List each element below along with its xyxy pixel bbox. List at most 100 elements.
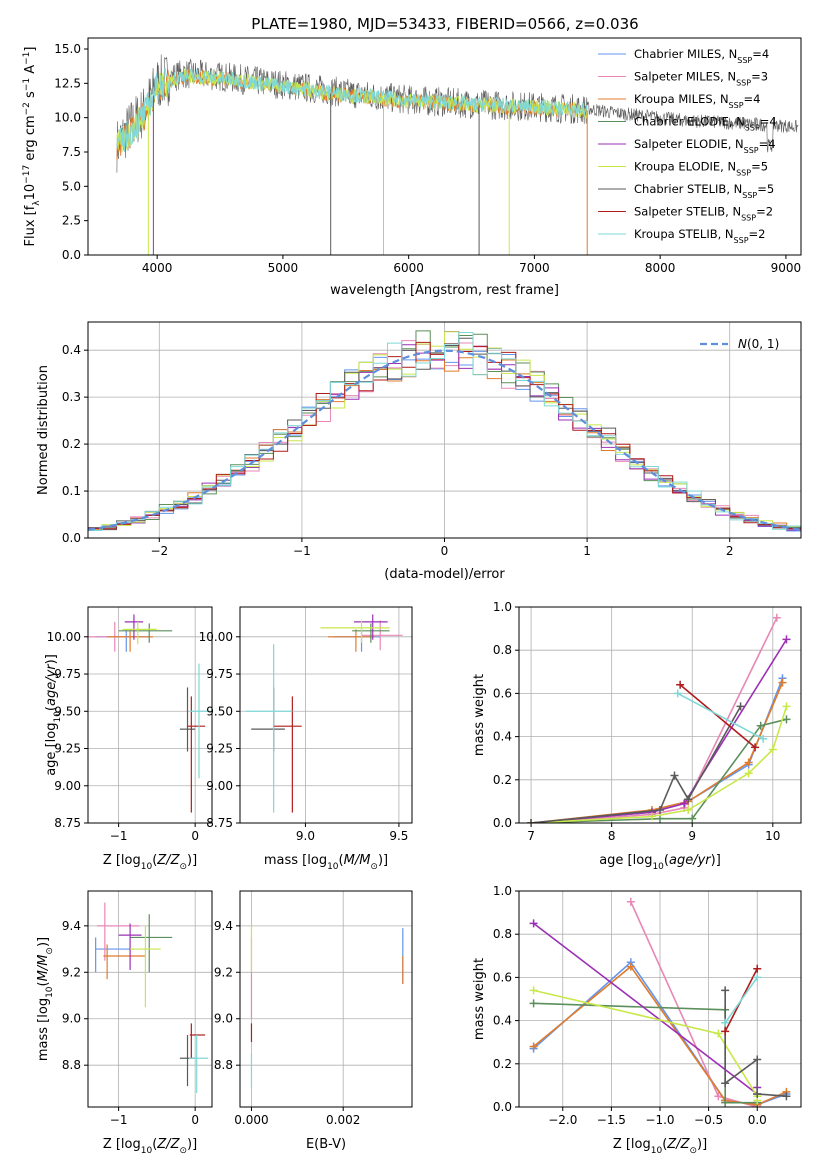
weight-series	[679, 684, 756, 749]
y-tick-label: 0.1	[62, 484, 81, 498]
y-axis-label: Flux [fλ10−17 erg cm−2 s−1 A−1]	[22, 47, 42, 247]
weight-point	[768, 745, 777, 754]
y-tick-label: 9.00	[54, 779, 81, 793]
legend-label: Kroupa ELODIE, NSSP=5	[634, 160, 768, 178]
weight-series	[533, 922, 759, 1096]
x-tick-label: 0.000	[234, 1113, 268, 1127]
axes-frame	[239, 606, 413, 824]
legend-label: Chabrier ELODIE, NSSP=4	[634, 115, 777, 133]
x-tick-label: 0	[441, 544, 449, 558]
plot-area	[95, 902, 209, 1094]
weight-point	[626, 897, 635, 906]
weight-series	[531, 682, 784, 823]
legend-label: Kroupa MILES, NSSP=4	[634, 92, 760, 110]
legend-label: Chabrier MILES, NSSP=4	[634, 47, 769, 65]
plot-area	[245, 614, 403, 813]
x-tick-label: 7	[527, 829, 535, 843]
y-tick-label: 15.0	[54, 42, 81, 56]
weight-point	[656, 814, 664, 823]
normal-curve	[88, 349, 801, 531]
x-tick-label: 9.5	[389, 829, 408, 843]
weight-point	[721, 1098, 730, 1107]
weight-point	[782, 715, 791, 724]
x-tick-label: 5000	[268, 261, 299, 275]
x-tick-label: 7000	[519, 261, 550, 275]
legend-label: Salpeter STELIB, NSSP=2	[634, 205, 773, 223]
y-tick-label: 9.00	[206, 779, 233, 793]
weight-point	[778, 678, 787, 687]
x-tick-label: 0	[191, 829, 199, 843]
weight-point	[529, 986, 538, 995]
y-tick-label: 9.75	[54, 667, 81, 681]
weight-point	[782, 635, 791, 644]
weight-point	[670, 771, 679, 780]
weight-point	[688, 814, 697, 823]
y-tick-label: 8.8	[62, 1058, 81, 1072]
legend-label: Salpeter MILES, NSSP=3	[634, 70, 768, 88]
x-tick-label: 9000	[771, 261, 802, 275]
weight-point	[656, 806, 664, 815]
y-tick-label: 0.3	[62, 390, 81, 404]
axes-spectrum: 4000 5000 6000 7000 8000 9000 0.0 2.5 5.0 7.5 10.0…	[22, 37, 802, 298]
y-tick-label: 10.0	[54, 111, 81, 125]
x-tick-label: −1	[110, 829, 128, 843]
weight-point	[753, 964, 762, 973]
y-tick-label: 9.4	[214, 919, 233, 933]
y-tick-label: 0.6	[493, 686, 512, 700]
x-axis-label: Z [log10(Z/Z⊙)]	[103, 1137, 197, 1156]
y-tick-label: 0.2	[62, 437, 81, 451]
y-axis-label: Normed distribution	[36, 365, 51, 495]
plot-area	[250, 925, 404, 1089]
legend-label: N(0, 1)	[738, 337, 779, 351]
x-tick-label: −2	[150, 544, 168, 558]
y-tick-label: 9.4	[62, 919, 81, 933]
y-tick-label: 0.4	[62, 343, 81, 357]
x-axis-label: mass [log10(M/M⊙)]	[264, 853, 388, 872]
y-tick-label: 0.6	[493, 970, 512, 984]
y-tick-label: 0.8	[493, 643, 512, 657]
weight-point	[676, 680, 685, 689]
x-axis-label: wavelength [Angstrom, rest frame]	[330, 283, 559, 298]
y-axis-label: age [log10(age/yr)]	[44, 654, 63, 776]
plot-area	[529, 897, 791, 1107]
weight-point	[527, 819, 536, 823]
weight-point	[782, 1092, 791, 1101]
y-tick-label: 0.4	[493, 1014, 512, 1028]
legend-label: Chabrier STELIB, NSSP=5	[634, 182, 774, 200]
y-tick-label: 0.0	[62, 531, 81, 545]
weight-point	[647, 812, 656, 821]
weight-point	[782, 702, 791, 711]
weight-series	[531, 617, 778, 823]
y-tick-label: 9.50	[54, 704, 81, 718]
x-tick-label: 0	[191, 1113, 199, 1127]
x-tick-label: −1.0	[645, 1113, 674, 1127]
y-tick-label: 9.0	[214, 1012, 233, 1026]
axes-frame	[518, 606, 802, 824]
x-tick-label: 0.002	[326, 1113, 360, 1127]
y-tick-label: 9.0	[62, 1012, 81, 1026]
weight-point	[772, 613, 781, 622]
x-tick-label: 2	[726, 544, 734, 558]
y-tick-label: 8.8	[214, 1058, 233, 1072]
x-axis-label: (data-model)/error	[384, 567, 505, 582]
y-tick-label: 0.0	[493, 816, 512, 830]
axes-weight_vs_age: 7 8 9 10 0.0 0.2 0.4 0.6 0.8 1.0 age [log10(age/yr…	[472, 600, 802, 872]
weight-point	[684, 806, 693, 815]
y-tick-label: 0.8	[493, 927, 512, 941]
axes-age_vs_mass: 9.0 9.5 8.75 9.00 9.25 9.50 9.75 10.00 mass [log…	[199, 606, 413, 872]
axes-age_vs_Z: −1 0 8.75 9.00 9.25 9.50 9.75 10.00 Z [log10(Z/Z…	[44, 606, 213, 872]
x-tick-label: −1	[110, 1113, 128, 1127]
weight-point	[680, 799, 689, 808]
x-tick-label: 6000	[393, 261, 424, 275]
y-tick-label: 9.25	[54, 742, 81, 756]
x-tick-label: 9.0	[296, 829, 315, 843]
y-tick-label: 5.0	[62, 179, 81, 193]
plot-area	[88, 614, 211, 813]
y-tick-label: 9.75	[206, 667, 233, 681]
x-axis-label: Z [log10(Z/Z⊙)]	[613, 1137, 707, 1156]
y-tick-label: 9.2	[62, 965, 81, 979]
x-axis-label: Z [log10(Z/Z⊙)]	[103, 853, 197, 872]
x-tick-label: 8000	[645, 261, 676, 275]
y-tick-label: 9.50	[206, 704, 233, 718]
